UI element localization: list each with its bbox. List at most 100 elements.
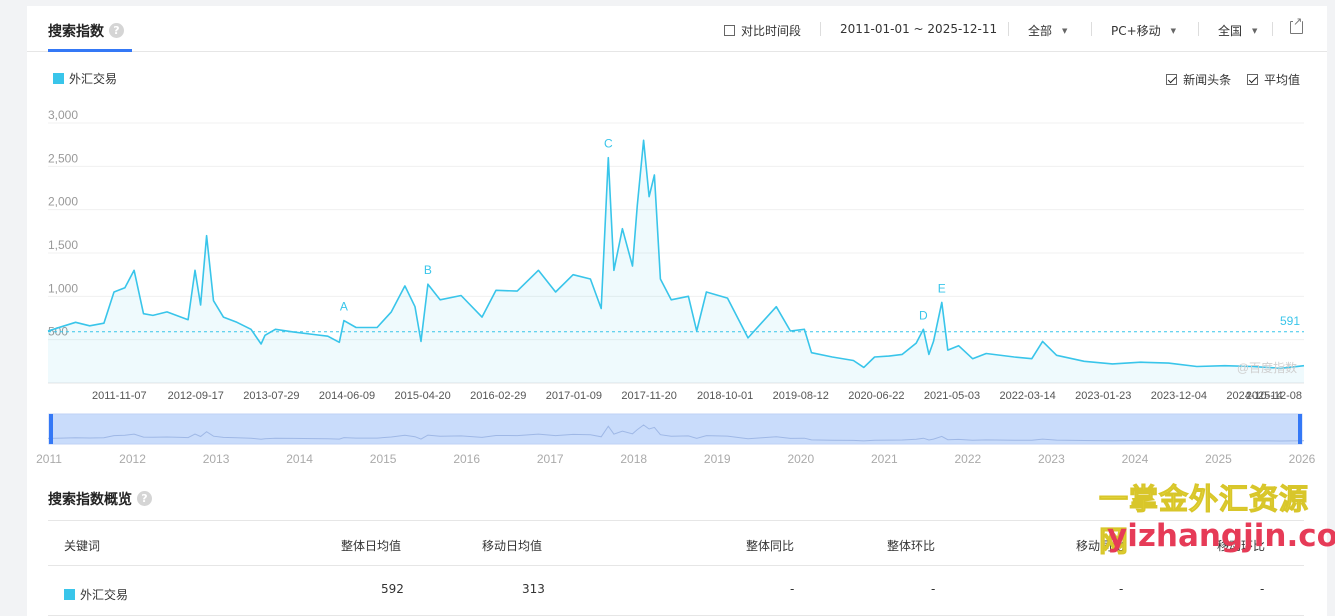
slider-year-label: 2024 — [1122, 452, 1149, 466]
divider — [820, 22, 821, 36]
series-area — [48, 140, 1304, 383]
header-overall-mom: 整体环比 — [887, 539, 936, 553]
legend-label: 外汇交易 — [69, 72, 118, 86]
average-value-label: 591 — [1280, 314, 1300, 328]
slider-year-label: 2014 — [286, 452, 313, 466]
annotation-label-a: A — [340, 300, 348, 314]
legend-swatch — [64, 589, 75, 600]
divider — [1198, 22, 1199, 36]
slider-mini-series — [47, 424, 1305, 442]
overview-title-text: 搜索指数概览 — [48, 492, 132, 508]
slider-year-label: 2022 — [955, 452, 982, 466]
x-tick-label: 2016-02-29 — [470, 390, 526, 402]
help-icon[interactable]: ? — [137, 491, 152, 506]
y-tick-label: 500 — [48, 325, 68, 339]
slider-right-handle[interactable] — [1298, 414, 1302, 444]
overview-title: 搜索指数概览 — [48, 489, 132, 509]
x-tick-label: 2017-01-09 — [546, 390, 602, 402]
checkbox-icon — [724, 25, 735, 36]
overall-mom-cell: - — [931, 582, 936, 596]
divider — [1008, 22, 1009, 36]
x-tick-label: 2015-04-20 — [395, 390, 451, 402]
x-tick-label: 2018-10-01 — [697, 390, 753, 402]
search-index-panel: 搜索指数 ? 对比时间段 2011-01-01 ~ 2025-12-11 全部 ▼… — [27, 6, 1335, 616]
slider-left-handle[interactable] — [49, 414, 53, 444]
slider-year-label: 2011 — [36, 452, 62, 466]
x-tick-label: 2022-03-14 — [1000, 390, 1056, 402]
x-tick-label: 2011-11-07 — [92, 390, 147, 402]
chevron-down-icon: ▼ — [1170, 27, 1177, 35]
search-index-chart[interactable]: 3,000 2,500 2,000 1,500 1,000 500 591 A B C DE 2… — [27, 6, 1327, 476]
x-tick-label: 2021-05-03 — [924, 390, 980, 402]
mobile-mom-cell: - — [1260, 582, 1265, 596]
region-value: 全国 — [1218, 24, 1243, 38]
compare-period-checkbox[interactable]: 对比时间段 — [724, 22, 801, 39]
slider-year-label: 2023 — [1038, 452, 1065, 466]
time-range-slider[interactable]: 2011 2012 2013 2014 2015 2016 2017 2018 2019 2020… — [36, 413, 1316, 466]
divider — [1091, 22, 1092, 36]
site-watermark-cn: 一掌金外汇资源网 — [1099, 482, 1310, 559]
y-tick-label: 1,000 — [48, 281, 78, 295]
chart-legend[interactable]: 外汇交易 — [53, 70, 117, 87]
external-link-icon[interactable] — [1290, 16, 1303, 34]
slider-year-label: 2021 — [871, 452, 898, 466]
divider — [1272, 22, 1273, 36]
chart-toggles: 新闻头条 平均值 — [1154, 71, 1300, 88]
slider-year-label: 2016 — [453, 452, 480, 466]
header-overall-avg: 整体日均值 — [341, 539, 402, 553]
source-dropdown[interactable]: 全部 ▼ — [1028, 22, 1067, 39]
x-tick-label: 2023-12-04 — [1151, 390, 1207, 402]
slider-year-label: 2017 — [537, 452, 564, 466]
y-tick-label: 1,500 — [48, 238, 78, 252]
y-tick-label: 2,500 — [48, 151, 78, 165]
y-tick-label: 3,000 — [48, 108, 78, 122]
slider-year-label: 2020 — [787, 452, 814, 466]
region-dropdown[interactable]: 全国 ▼ — [1218, 22, 1257, 39]
slider-year-label: 2026 — [1289, 452, 1316, 466]
active-tab-indicator — [48, 49, 132, 52]
header-mobile-avg: 移动日均值 — [482, 539, 543, 553]
x-tick-label: 2020-06-22 — [848, 390, 904, 402]
header-mobile-mom: 移动环比 — [1217, 539, 1266, 553]
x-tick-label: 2013-07-29 — [243, 390, 299, 402]
legend-swatch — [53, 73, 64, 84]
slider-year-label: 2013 — [203, 452, 230, 466]
header-overall-yoy: 整体同比 — [746, 539, 795, 553]
slider-year-label: 2025 — [1205, 452, 1232, 466]
chevron-down-icon: ▼ — [1062, 27, 1068, 35]
x-tick-label: 2024-10-14 — [1226, 390, 1282, 402]
keyword-cell: 外汇交易 — [64, 586, 128, 603]
source-value: 全部 — [1028, 24, 1053, 38]
help-icon[interactable]: ? — [109, 23, 124, 38]
x-tick-label: 2019-08-12 — [773, 390, 829, 402]
table-header: 关键词 整体日均值 移动日均值 整体同比 整体环比 移动同比 移动环比 — [48, 520, 1304, 566]
baidu-index-watermark: @百度指数 — [1237, 360, 1297, 375]
y-tick-label: 2,000 — [48, 195, 78, 209]
news-headlines-toggle[interactable]: 新闻头条 — [1166, 73, 1231, 87]
chevron-down-icon: ▼ — [1252, 27, 1258, 35]
tab-search-index[interactable]: 搜索指数 — [48, 24, 104, 40]
slider-year-label: 2018 — [620, 452, 647, 466]
overall-avg-cell: 592 — [381, 582, 404, 596]
x-tick-label: 2012-09-17 — [168, 390, 224, 402]
checkbox-checked-icon — [1166, 74, 1178, 85]
compare-period-label: 对比时间段 — [741, 24, 802, 38]
annotation-label-c: C — [604, 137, 613, 151]
overall-yoy-cell: - — [790, 582, 795, 596]
device-value: PC+移动 — [1111, 24, 1161, 38]
x-tick-label: 2017-11-20 — [621, 390, 676, 402]
keyword-text: 外汇交易 — [80, 588, 129, 602]
average-toggle[interactable]: 平均值 — [1246, 73, 1300, 87]
mobile-yoy-cell: - — [1119, 582, 1124, 596]
annotation-label-e: E — [938, 281, 946, 295]
mobile-avg-cell: 313 — [522, 582, 545, 596]
slider-track — [48, 413, 1303, 445]
site-watermark-url: yizhangjin.com — [1107, 518, 1335, 554]
slider-year-label: 2019 — [704, 452, 731, 466]
date-range-picker[interactable]: 2011-01-01 ~ 2025-12-11 — [840, 22, 998, 36]
tab-bar: 搜索指数 ? 对比时间段 2011-01-01 ~ 2025-12-11 全部 ▼… — [27, 6, 1327, 52]
checkbox-checked-icon — [1246, 74, 1258, 85]
slider-year-label: 2015 — [370, 452, 397, 466]
series-line — [47, 139, 1305, 370]
device-dropdown[interactable]: PC+移动 ▼ — [1111, 22, 1176, 39]
